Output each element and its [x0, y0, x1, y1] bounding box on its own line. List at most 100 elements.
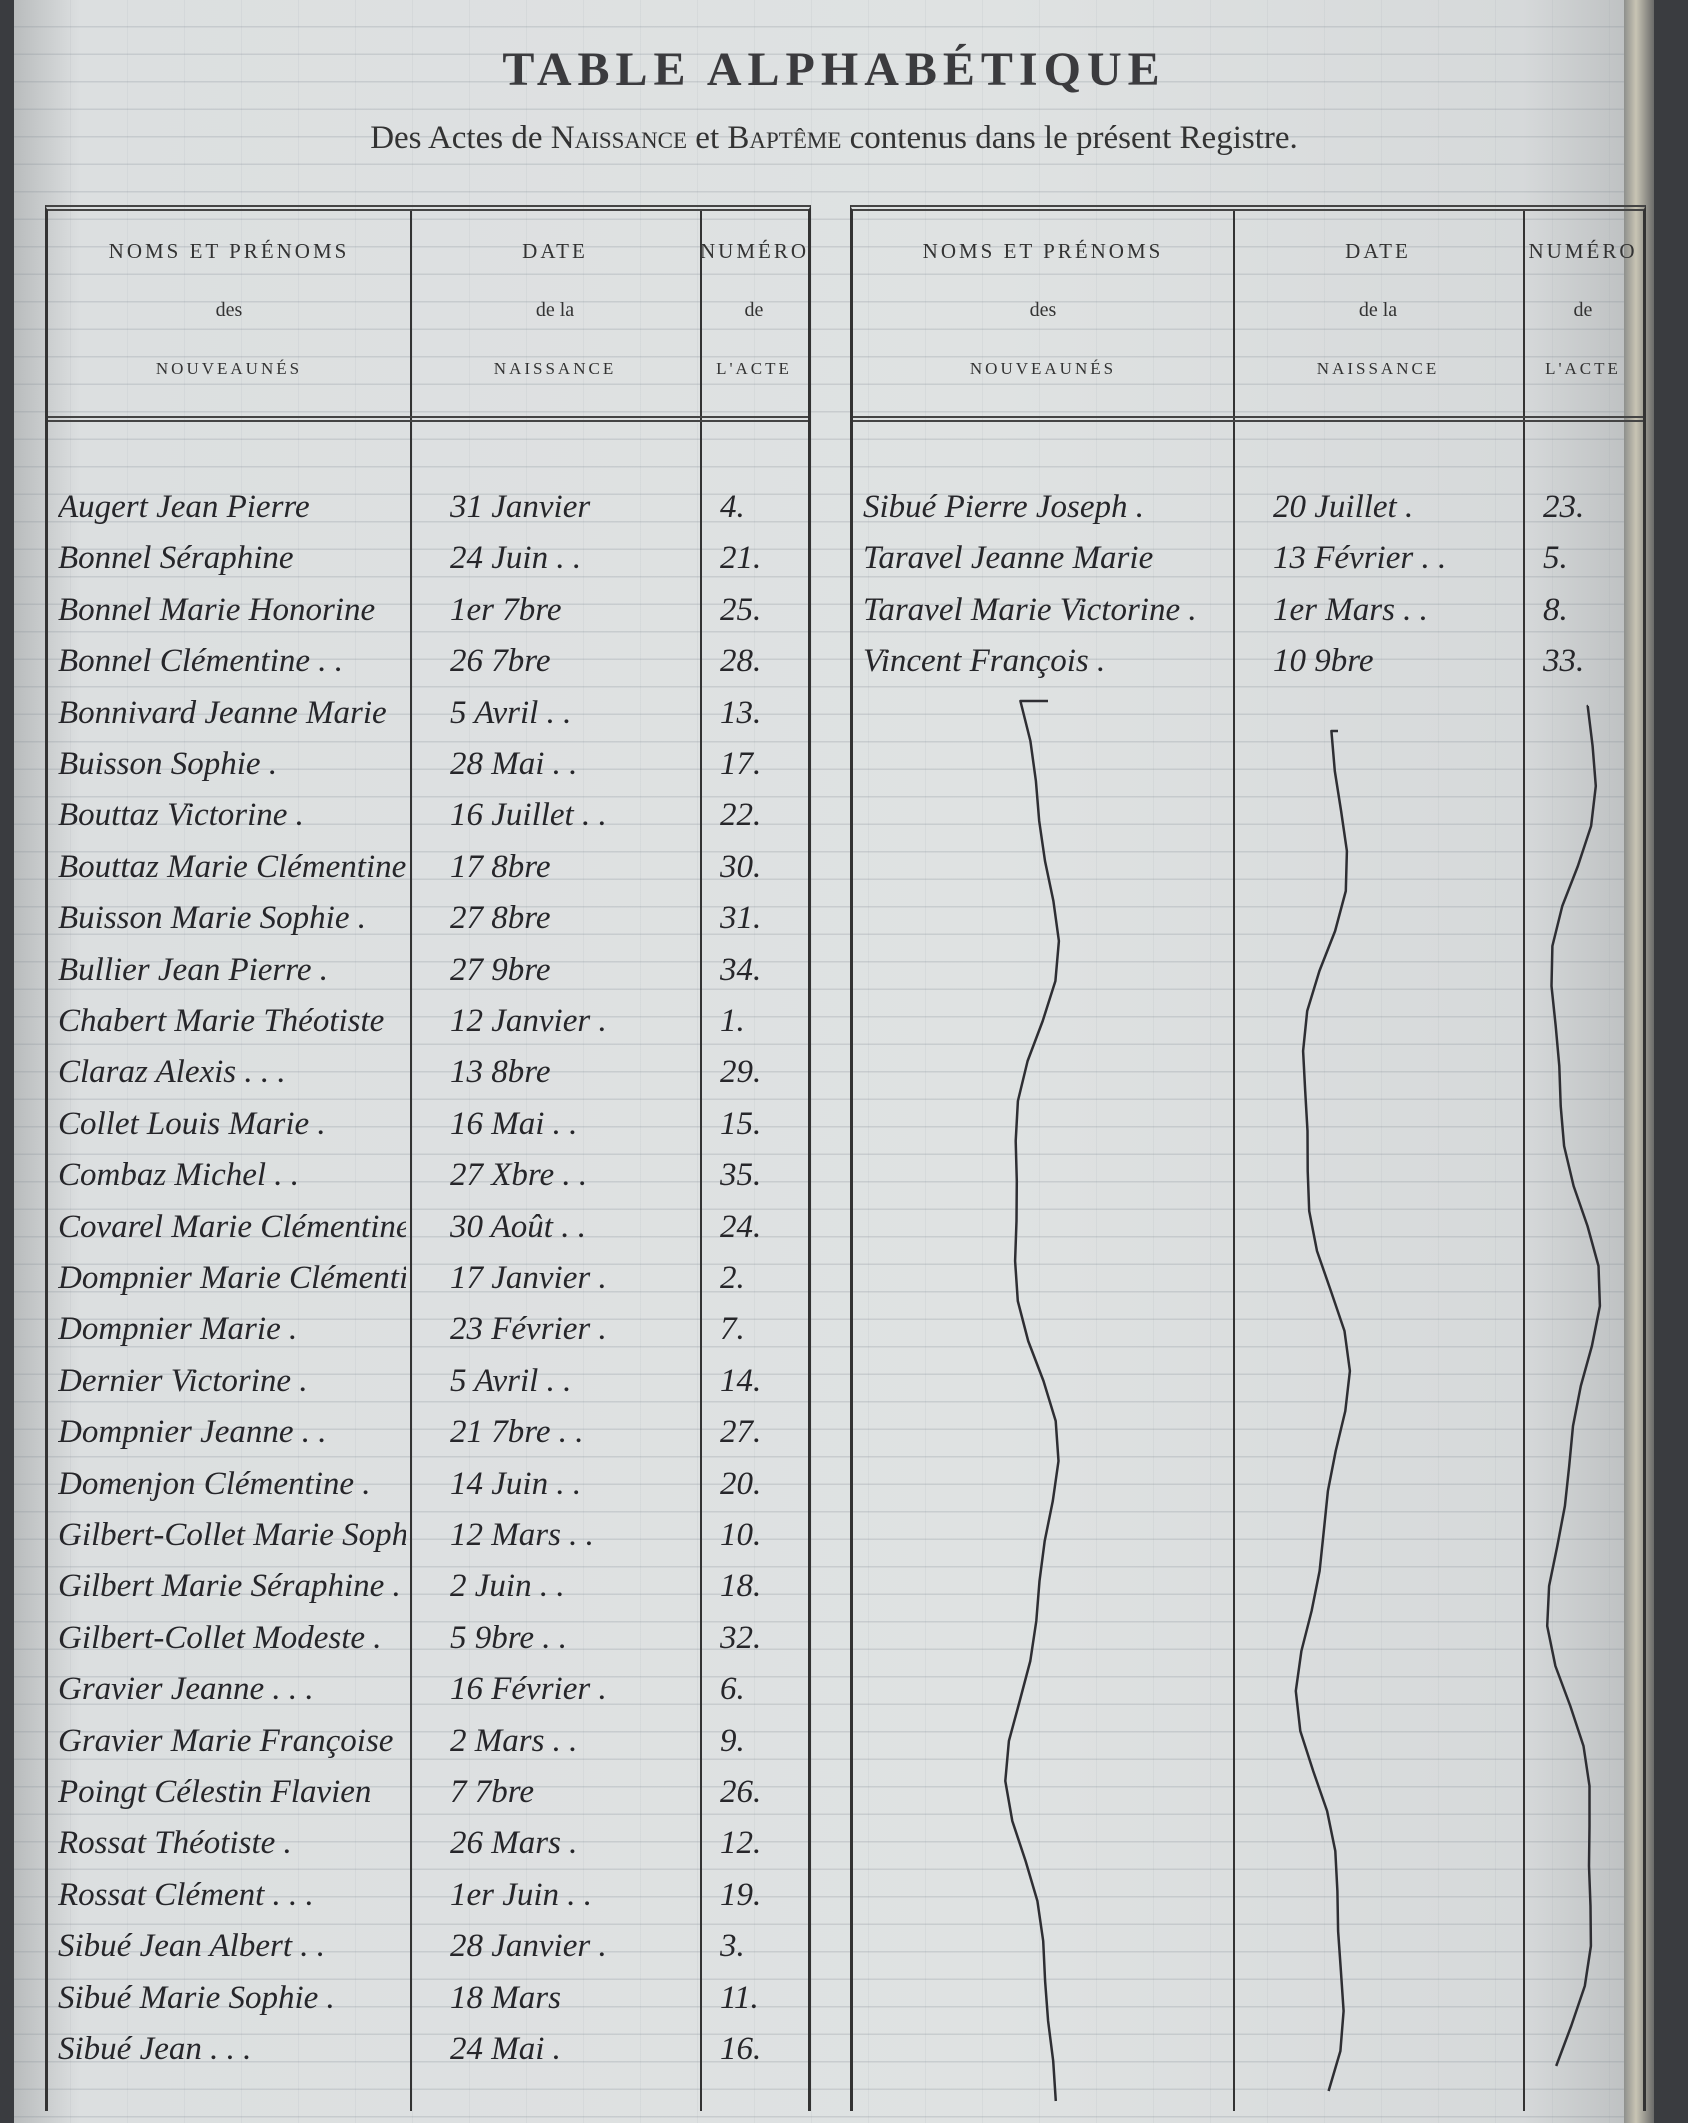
entry-date: 13 8bre — [450, 1054, 551, 1091]
entry-act-number: 3. — [720, 1928, 745, 1965]
table-row: Gilbert-Collet Modeste . 5 9bre . . 32. — [48, 1620, 808, 1671]
entry-name: Bonnel Clémentine . . — [58, 643, 344, 680]
entry-name: Augert Jean Pierre — [58, 489, 310, 525]
entry-name: Dompnier Jeanne . . — [58, 1414, 327, 1451]
header-line: NUMÉRO — [700, 239, 810, 263]
entry-date: 18 Mars — [450, 1979, 561, 2016]
entry-act-number: 14. — [720, 1362, 762, 1399]
entry-name: Taravel Marie Victorine . — [863, 591, 1197, 628]
table-row: Bouttaz Marie Clémentine 17 8bre 30. — [48, 849, 808, 900]
entry-name: Bullier Jean Pierre . — [58, 951, 329, 988]
entry-act-number: 25. — [720, 591, 762, 628]
header-line: NAISSANCE — [1316, 359, 1440, 378]
entry-name: Collet Louis Marie . — [58, 1105, 326, 1142]
entry-name: Taravel Jeanne Marie — [863, 540, 1154, 577]
entry-date: 27 9bre — [450, 951, 551, 988]
table-row: Dompnier Jeanne . . 21 7bre . . 27. — [48, 1414, 808, 1465]
column-date: DATE de la NAISSANCE — [410, 211, 702, 2111]
table-row: Gravier Jeanne . . . 16 Février . 6. — [48, 1671, 808, 1722]
entry-name: Bonnivard Jeanne Marie — [58, 694, 387, 731]
entry-name: Sibué Pierre Joseph . — [863, 489, 1145, 525]
header-line: de — [1573, 299, 1593, 321]
table-row: Buisson Sophie . 28 Mai . . 17. — [48, 746, 808, 797]
entry-date: 14 Juin . . — [450, 1465, 582, 1502]
entry-act-number: 22. — [720, 797, 762, 834]
header-line: L'ACTE — [716, 359, 792, 378]
column-header-number: NUMÉRO de L'ACTE — [700, 211, 808, 422]
entry-act-number: 27. — [720, 1414, 762, 1451]
header-line: NOMS ET PRÉNOMS — [108, 239, 350, 263]
entry-date: 30 Août . . — [450, 1208, 586, 1245]
entry-date: 2 Juin . . — [450, 1568, 565, 1605]
entry-act-number: 35. — [720, 1157, 762, 1194]
subtitle-part: et — [687, 120, 728, 156]
entry-act-number: 10. — [720, 1517, 762, 1553]
column-header-name: NOMS ET PRÉNOMS des NOUVEAUNÉS — [853, 211, 1233, 422]
entry-date: 5 Avril . . — [450, 1362, 572, 1399]
entry-date: 2 Mars . . — [450, 1722, 578, 1759]
entry-date: 12 Mars . . — [450, 1517, 594, 1553]
table-row: Augert Jean Pierre 31 Janvier 4. — [48, 489, 808, 540]
entry-act-number: 20. — [720, 1465, 762, 1502]
entry-name: Domenjon Clémentine . — [58, 1465, 371, 1502]
table-row: Chabert Marie Théotiste 12 Janvier . 1. — [48, 1003, 808, 1054]
entry-act-number: 2. — [720, 1260, 745, 1296]
table-row: Buisson Marie Sophie . 27 8bre 31. — [48, 900, 808, 951]
entry-act-number: 29. — [720, 1054, 762, 1091]
table-row: Claraz Alexis . . . 13 8bre 29. — [48, 1054, 808, 1105]
entry-date: 28 Janvier . — [450, 1928, 607, 1965]
entry-name: Dompnier Marie Clémentine — [58, 1260, 406, 1296]
entry-date: 23 Février . — [450, 1311, 607, 1348]
entry-name: Vincent François . — [863, 643, 1106, 680]
subtitle-part: Naissance — [550, 120, 688, 156]
entry-act-number: 16. — [720, 2031, 762, 2067]
entry-act-number: 1. — [720, 1003, 745, 1039]
table-row: Taravel Jeanne Marie 13 Février . . 5. — [853, 540, 1643, 591]
header-line: DATE — [1345, 239, 1411, 263]
column-header-name: NOMS ET PRÉNOMS des NOUVEAUNÉS — [48, 211, 410, 422]
entry-date: 7 7bre — [450, 1774, 535, 1810]
table-row: Rossat Théotiste . 26 Mars . 12. — [48, 1825, 808, 1876]
entry-act-number: 11. — [720, 1979, 759, 2016]
entry-act-number: 30. — [720, 848, 762, 885]
entry-act-number: 31. — [720, 900, 762, 937]
entry-name: Combaz Michel . . — [58, 1157, 300, 1194]
header-line: NAISSANCE — [493, 359, 617, 378]
table-row: Dompnier Marie . 23 Février . 7. — [48, 1311, 808, 1362]
table-row: Rossat Clément . . . 1er Juin . . 19. — [48, 1877, 808, 1928]
entry-date: 21 7bre . . — [450, 1414, 584, 1451]
entry-act-number: 21. — [720, 540, 762, 577]
entry-date: 16 Mai . . — [450, 1105, 578, 1142]
entry-name: Gravier Marie Françoise — [58, 1722, 394, 1759]
table-row: Bonnel Clémentine . . 26 7bre 28. — [48, 643, 808, 694]
entry-date: 26 Mars . — [450, 1825, 578, 1862]
table-row: Sibué Jean . . . 24 Mai . 16. — [48, 2031, 808, 2082]
table-row: Domenjon Clémentine . 14 Juin . . 20. — [48, 1466, 808, 1517]
entry-name: Sibué Jean . . . — [58, 2031, 252, 2067]
table-row: Gravier Marie Françoise 2 Mars . . 9. — [48, 1723, 808, 1774]
entry-name: Gilbert-Collet Modeste . — [58, 1619, 382, 1656]
entry-act-number: 5. — [1543, 540, 1568, 577]
column-name: NOMS ET PRÉNOMS des NOUVEAUNÉS — [853, 211, 1235, 2111]
subtitle-part: contenus dans le présent Registre. — [841, 120, 1298, 156]
column-date: DATE de la NAISSANCE — [1233, 211, 1525, 2111]
entry-act-number: 9. — [720, 1722, 745, 1759]
entry-name: Bouttaz Marie Clémentine — [58, 848, 406, 885]
entry-act-number: 33. — [1543, 643, 1585, 680]
entry-name: Bonnel Marie Honorine — [58, 591, 376, 628]
entry-date: 27 8bre — [450, 900, 551, 937]
entry-date: 27 Xbre . . — [450, 1157, 588, 1194]
header-line: de la — [535, 299, 575, 321]
entry-name: Sibué Marie Sophie . — [58, 1979, 335, 2016]
column-header-number: NUMÉRO de L'ACTE — [1523, 211, 1643, 422]
header-line: de — [744, 299, 764, 321]
entry-date: 13 Février . . — [1273, 540, 1447, 577]
header-line: des — [1029, 299, 1057, 321]
entry-date: 1er Mars . . — [1273, 591, 1428, 628]
entry-act-number: 8. — [1543, 591, 1568, 628]
header-line: DATE — [522, 239, 588, 263]
table-row: Bonnel Séraphine 24 Juin . . 21. — [48, 540, 808, 591]
entry-name: Gilbert Marie Séraphine . — [58, 1568, 401, 1605]
left-table: NOMS ET PRÉNOMS des NOUVEAUNÉS DATE de la NAI… — [45, 205, 811, 2111]
table-row: Dompnier Marie Clémentine 17 Janvier . 2. — [48, 1260, 808, 1311]
